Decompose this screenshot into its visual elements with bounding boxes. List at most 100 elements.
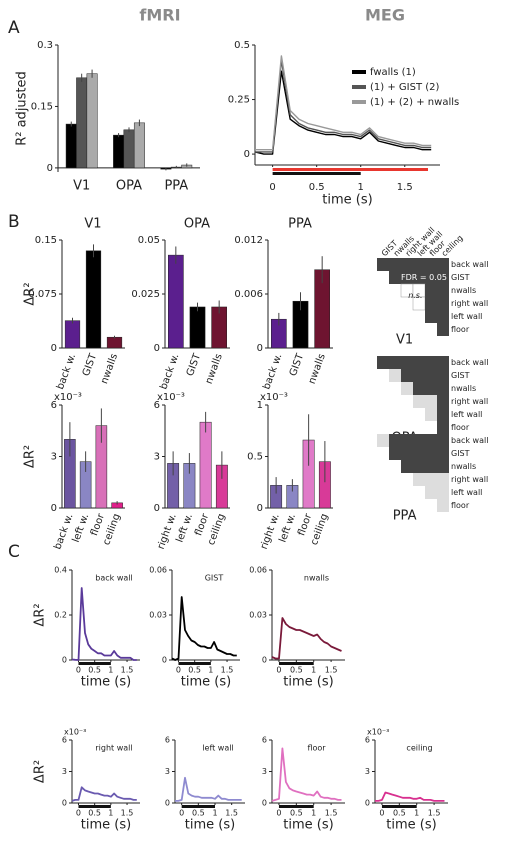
y-tick-label: 3 <box>365 767 370 776</box>
x-tick-label: 1.5 <box>221 666 234 675</box>
row-label: right wall <box>451 397 488 406</box>
matrix-cell <box>437 434 449 447</box>
y-tick-label: 0.5 <box>234 40 250 51</box>
y-tick-label: 0 <box>257 503 263 514</box>
matrix-cell <box>413 382 425 395</box>
x-tick-label: 0.5 <box>188 666 201 675</box>
matrix-cell <box>401 460 413 473</box>
x-tick-label: 1 <box>208 666 213 675</box>
matrix-cell <box>437 271 449 284</box>
y-tick-label: 3 <box>51 452 57 463</box>
significance-band <box>272 168 428 171</box>
row-label: back wall <box>451 260 488 269</box>
matrix-cell <box>401 356 413 369</box>
row-label: nwalls <box>451 286 476 295</box>
matrix-cell <box>425 310 437 323</box>
stimulus-bar <box>278 805 314 808</box>
y-multiplier: x10⁻³ <box>260 392 288 403</box>
chart-title: V1 <box>84 217 101 232</box>
bar <box>76 77 88 169</box>
annotation: n.s. <box>408 291 422 300</box>
series-line <box>71 786 137 802</box>
x-tick-label: GIST <box>185 351 204 377</box>
y-tick-label: 6 <box>154 400 160 411</box>
matrix-cell <box>401 369 413 382</box>
matrix-cell <box>413 369 425 382</box>
matrix-cell <box>425 486 437 499</box>
x-tick-label: GIST <box>81 351 100 377</box>
x-tick-label: 1.5 <box>325 666 338 675</box>
matrix-cell <box>437 499 449 512</box>
x-tick-label: 0.5 <box>290 666 303 675</box>
x-axis-label: time (s) <box>283 675 333 690</box>
x-tick-label: 1.5 <box>325 809 338 818</box>
matrix-cell <box>437 382 449 395</box>
y-axis-label: ΔR² <box>23 445 38 468</box>
matrix-cell <box>413 434 425 447</box>
y-tick-label: 0 <box>47 163 53 174</box>
row-label: GIST <box>451 371 470 380</box>
series-line <box>254 70 432 155</box>
x-tick-label: back w. <box>52 512 75 551</box>
y-tick-label: 3 <box>62 767 67 776</box>
y-tick-label: 0.06 <box>249 566 267 575</box>
matrix-cell <box>377 434 389 447</box>
y-tick-label: 0 <box>51 503 57 514</box>
chart-title: GIST <box>205 574 224 583</box>
matrix-cell <box>437 284 449 297</box>
y-tick-label: 6 <box>62 736 67 745</box>
matrix-title: V1 <box>396 332 413 347</box>
y-tick-label: 0.15 <box>35 235 57 246</box>
x-tick-label: 1 <box>212 809 217 818</box>
y-tick-label: 6 <box>365 736 370 745</box>
y-tick-label: 0 <box>257 343 263 354</box>
bar <box>64 320 81 349</box>
y-tick-label: 0.006 <box>234 289 263 300</box>
y-tick-label: 0.15 <box>31 101 53 112</box>
x-tick-label: back w. <box>55 352 78 391</box>
matrix-cell <box>401 447 413 460</box>
matrix-cell <box>437 395 449 408</box>
row-label: left wall <box>451 488 482 497</box>
x-axis-label: time (s) <box>81 675 131 690</box>
row-label: floor <box>451 423 470 432</box>
matrix-cell <box>425 356 437 369</box>
y-tick-label: 0 <box>154 343 160 354</box>
x-tick-label: back w. <box>158 352 181 391</box>
chart-title: PPA <box>288 217 312 232</box>
matrix-title: PPA <box>393 508 417 523</box>
x-tick-label: PPA <box>164 179 188 194</box>
y-axis-label: ΔR² <box>33 603 48 626</box>
row-label: right wall <box>451 299 488 308</box>
x-tick-label: 1.5 <box>225 809 238 818</box>
matrix-cell <box>437 310 449 323</box>
matrix-cell <box>437 447 449 460</box>
y-tick-label: 0 <box>244 149 250 160</box>
row-label: left wall <box>451 410 482 419</box>
y-tick-label: 0.5 <box>247 452 263 463</box>
matrix-cell <box>389 369 401 382</box>
x-tick-label: 0.5 <box>88 809 101 818</box>
x-axis-label: time (s) <box>185 818 235 833</box>
y-axis-label: ΔR² <box>23 282 38 305</box>
y-tick-label: 6 <box>262 736 267 745</box>
matrix-cell <box>437 486 449 499</box>
matrix-cell <box>437 258 449 271</box>
stimulus-bar <box>272 172 361 175</box>
series-line <box>271 747 342 802</box>
matrix-cell <box>401 434 413 447</box>
row-label: GIST <box>451 273 470 282</box>
matrix-cell <box>425 258 437 271</box>
annotation: FDR = 0.05 <box>401 273 447 282</box>
y-tick-label: 0 <box>62 799 67 808</box>
y-tick-label: 6 <box>165 736 170 745</box>
y-tick-label: 3 <box>262 767 267 776</box>
y-tick-label: 0 <box>262 656 267 665</box>
row-label: back wall <box>451 358 488 367</box>
y-axis-label: R² adjusted <box>15 71 30 146</box>
series-line <box>255 55 432 151</box>
y-multiplier: x10⁻³ <box>367 728 389 737</box>
x-tick-label: 1.5 <box>121 809 134 818</box>
matrix-cell <box>425 297 437 310</box>
chart-title: floor <box>307 744 326 753</box>
